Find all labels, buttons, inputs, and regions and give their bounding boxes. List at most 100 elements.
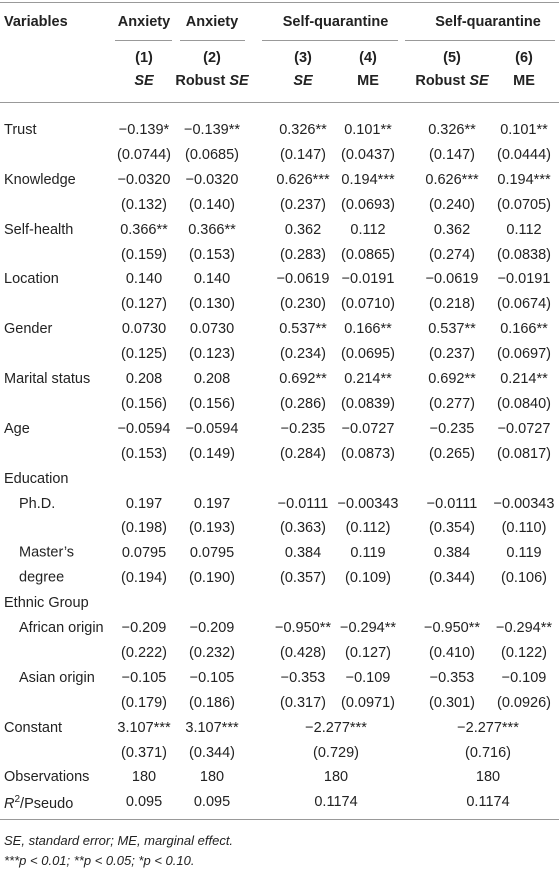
cell-se: (0.317) (280, 694, 326, 711)
column-label: SE (134, 71, 153, 91)
cell-se: (0.354) (429, 520, 475, 537)
cell-se: (0.274) (429, 246, 475, 263)
row-label: Self-health (4, 221, 74, 238)
cell-value: −0.109 (501, 669, 547, 686)
cell-se: (0.284) (280, 445, 326, 462)
cell-value: 0.362 (433, 221, 471, 238)
cell-value: 3.107*** (117, 719, 171, 736)
cell-value: 0.692** (279, 371, 327, 387)
cell-value: −0.0727 (341, 420, 395, 437)
rule (262, 40, 398, 41)
cell-se: (0.0873) (340, 445, 396, 462)
row-label: Gender (4, 321, 53, 338)
cell-se: (0.0971) (340, 694, 396, 711)
cell-se: (0.190) (189, 570, 235, 587)
cell-value: −0.294** (339, 620, 397, 636)
cell-se: (0.186) (189, 694, 235, 711)
cell-value: −0.105 (189, 669, 235, 686)
cell-value: 0.1174 (314, 794, 358, 811)
cell-se: (0.0693) (340, 196, 396, 213)
cell-value: 0.095 (193, 794, 231, 811)
column-number: (2) (203, 50, 221, 66)
cell-se: (0.147) (429, 146, 475, 163)
cell-value: −0.950** (274, 620, 332, 636)
cell-value: 0.140 (125, 271, 163, 288)
cell-value: 0.626*** (276, 171, 330, 188)
row-label: Ethnic Group (4, 595, 89, 612)
cell-value: 0.326** (428, 122, 476, 138)
cell-se: (0.283) (280, 246, 326, 263)
cell-value: −0.139** (183, 122, 241, 138)
cell-value: 0.101** (500, 122, 548, 138)
cell-value: 0.095 (125, 794, 163, 811)
column-number: (1) (135, 50, 153, 66)
cell-value: 0.537** (279, 321, 327, 338)
cell-value: −0.0594 (185, 420, 239, 437)
cell-se: (0.159) (121, 246, 167, 263)
cell-se: (0.286) (280, 395, 326, 412)
cell-se: (0.149) (189, 445, 235, 462)
cell-se: (0.198) (121, 520, 167, 537)
footnote: ***p < 0.01; **p < 0.05; *p < 0.10. (4, 853, 195, 869)
cell-se: (0.344) (429, 570, 475, 587)
column-label: SE (293, 71, 312, 91)
cell-se: (0.428) (280, 644, 326, 661)
cell-value: 0.0730 (121, 321, 167, 338)
cell-value: −0.950** (423, 620, 481, 636)
column-label: Robust SE (175, 71, 248, 91)
cell-value: −0.0619 (276, 271, 330, 288)
cell-se: (0.357) (280, 570, 326, 587)
row-label: R2/Pseudo (4, 790, 73, 814)
cell-value: 0.0795 (121, 545, 167, 562)
cell-se: (0.140) (189, 196, 235, 213)
cell-se: (0.0865) (340, 246, 396, 263)
cell-value: 0.208 (193, 371, 231, 387)
cell-se: (0.277) (429, 395, 475, 412)
cell-se: (0.123) (189, 346, 235, 363)
cell-value: −0.109 (345, 669, 391, 686)
cell-se: (0.132) (121, 196, 167, 213)
cell-se: (0.0710) (340, 296, 396, 313)
cell-value: 0.119 (350, 545, 386, 562)
cell-se: (0.122) (501, 644, 547, 661)
cell-se: (0.130) (189, 296, 235, 313)
label-sup: 2 (14, 794, 21, 806)
cell-se: (0.0444) (496, 146, 552, 163)
label: SE (134, 73, 154, 89)
cell-value: −0.0320 (117, 171, 171, 188)
cell-value: −0.353 (429, 669, 475, 686)
cell-se: (0.0674) (496, 296, 552, 313)
row-label: Observations (4, 769, 90, 786)
cell-value: 0.208 (125, 371, 163, 387)
row-label: Knowledge (4, 171, 76, 188)
group-header: Self-quarantine (435, 14, 541, 30)
cell-se: (0.237) (280, 196, 326, 213)
cell-value: −0.0111 (277, 495, 329, 512)
cell-value: −0.105 (121, 669, 167, 686)
cell-value: −0.235 (429, 420, 475, 437)
rule (405, 40, 555, 41)
rule (115, 40, 172, 41)
cell-se: (0.147) (280, 146, 326, 163)
cell-se: (0.410) (429, 644, 475, 661)
cell-value: 0.194*** (341, 171, 395, 188)
cell-value: 0.119 (506, 545, 542, 562)
row-label: Trust (4, 122, 37, 138)
rule (0, 2, 559, 3)
cell-se: (0.0437) (340, 146, 396, 163)
cell-se: (0.106) (501, 570, 547, 587)
column-label: Robust SE (415, 71, 488, 91)
cell-se: (0.0685) (184, 146, 240, 163)
column-number: (4) (359, 50, 377, 66)
cell-se: (0.110) (501, 520, 547, 537)
cell-se: (0.156) (121, 395, 167, 412)
cell-value: −0.0111 (426, 495, 478, 512)
cell-se: (0.0697) (496, 346, 552, 363)
cell-se: (0.232) (189, 644, 235, 661)
cell-value: 0.626*** (425, 171, 479, 188)
cell-value: −2.277*** (305, 719, 367, 736)
cell-value: 0.366** (188, 221, 236, 238)
cell-se: (0.230) (280, 296, 326, 313)
cell-value: 0.537** (428, 321, 476, 338)
cell-value: 180 (323, 769, 349, 786)
